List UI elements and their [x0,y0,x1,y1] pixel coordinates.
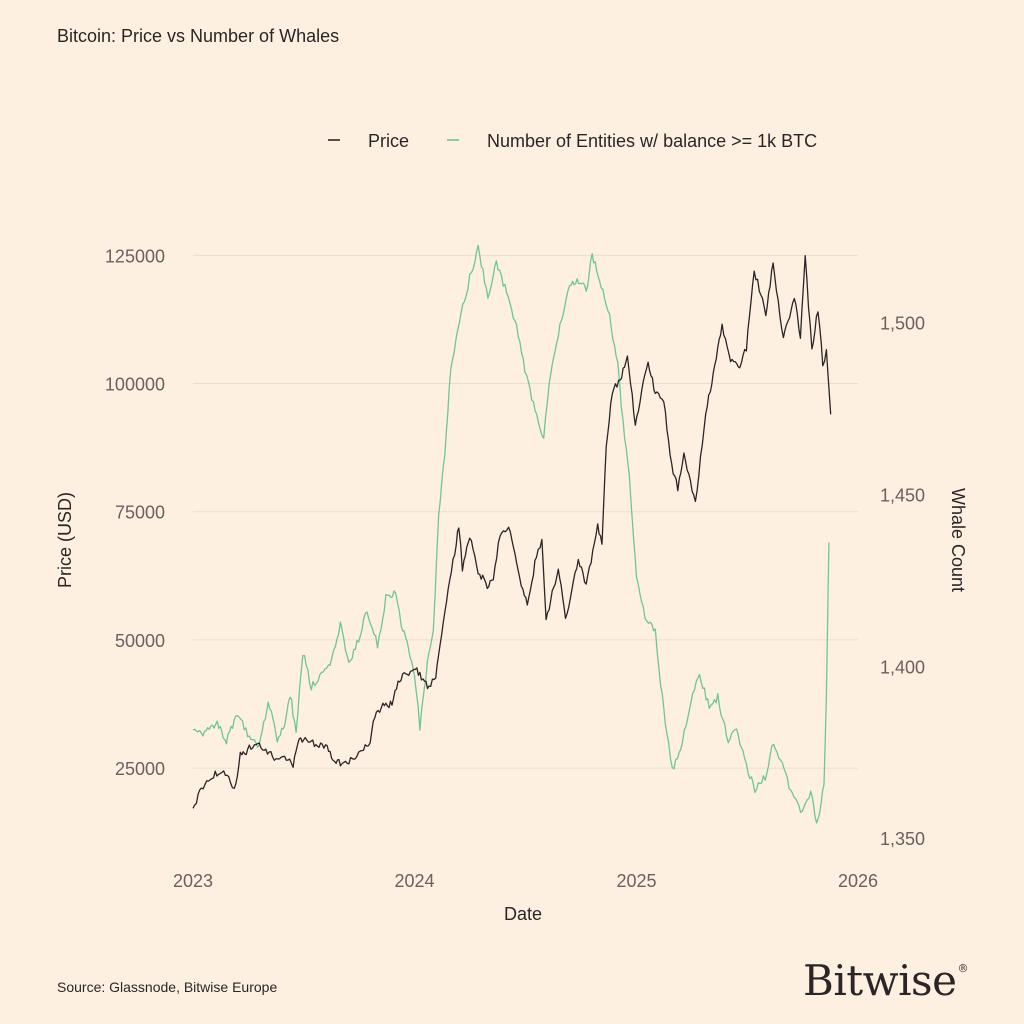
y-tick-label: 50000 [115,631,165,651]
legend-item-whales: Number of Entities w/ balance >= 1k BTC [447,131,817,151]
y2-tick-label: 1,350 [880,829,925,849]
y-tick-label: 100000 [105,375,165,395]
legend-label: Price [368,131,409,151]
bitwise-logo: Bitwise® [803,956,968,1005]
source-note: Source: Glassnode, Bitwise Europe [57,979,278,995]
y2-tick-label: 1,400 [880,657,925,677]
x-tick-label: 2024 [394,871,434,891]
x-axis-ticks: 2023 2024 2025 2026 [173,871,878,891]
price-line [192,254,832,809]
x-tick-label: 2025 [617,871,657,891]
series-lines [192,244,832,824]
registered-mark: ® [957,962,968,975]
y2-axis-ticks: 1,350 1,400 1,450 1,500 [880,314,925,850]
whale-count-line [192,244,830,824]
y-tick-label: 75000 [115,503,165,523]
logo-text: Bitwise [803,956,957,1005]
y2-tick-label: 1,450 [880,485,925,505]
y2-tick-label: 1,500 [880,314,925,334]
y-tick-label: 125000 [105,246,165,266]
x-tick-label: 2026 [838,871,878,891]
legend-label: Number of Entities w/ balance >= 1k BTC [487,131,817,151]
y-tick-label: 25000 [115,759,165,779]
grid-lines [193,254,858,769]
x-axis-label: Date [504,904,542,924]
y-axis-label: Price (USD) [55,492,75,588]
chart-title: Bitcoin: Price vs Number of Whales [57,26,340,46]
x-tick-label: 2023 [173,871,213,891]
y-axis-ticks: 25000 50000 75000 100000 125000 [105,246,165,779]
legend: Price Number of Entities w/ balance >= 1k… [328,131,817,151]
y2-axis-label: Whale Count [948,488,968,592]
legend-item-price: Price [328,131,409,151]
